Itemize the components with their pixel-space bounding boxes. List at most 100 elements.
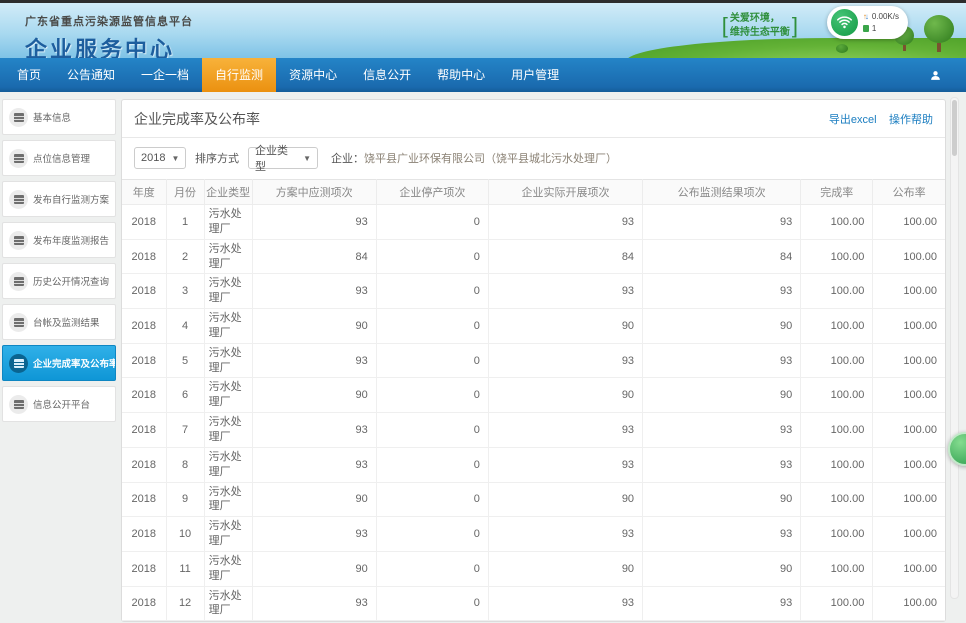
cell-enterprise-type: 污水处理厂 bbox=[203, 308, 253, 344]
sidebar-item-basic-info[interactable]: 基本信息 bbox=[2, 99, 116, 135]
cell-planned-items: 93 bbox=[251, 446, 377, 483]
sidebar-item-annual-monitoring-report[interactable]: 发布年度监测报告 bbox=[2, 222, 116, 258]
cell-published-items: 93 bbox=[642, 516, 802, 552]
export-excel-link[interactable]: 导出excel bbox=[828, 114, 877, 126]
calendar-icon bbox=[9, 189, 28, 209]
table-row: 2018 4 污水处理厂 90 0 90 90 100.00 100.00 bbox=[122, 308, 945, 344]
cell-year: 2018 bbox=[122, 446, 167, 483]
content-area: 基本信息 点位信息管理 发布自行监测方案 发布年度监测报告 历史公开情况查询 台… bbox=[0, 92, 966, 623]
cell-enterprise-type: 污水处理厂 bbox=[203, 273, 253, 310]
nav-item-announcements[interactable]: 公告通知 bbox=[67, 68, 116, 82]
sidebar-item-ledger-and-results[interactable]: 台帐及监测结果 bbox=[2, 304, 116, 340]
cell-actual-items: 93 bbox=[487, 585, 644, 622]
cell-planned-items: 90 bbox=[251, 308, 377, 344]
nav-item-home[interactable]: 首页 bbox=[17, 68, 42, 82]
table-row: 2018 1 污水处理厂 93 0 93 93 100.00 100.00 bbox=[122, 204, 945, 240]
column-header-enterprise-type: 企业类型 bbox=[203, 179, 253, 205]
cell-completion-rate: 100.00 bbox=[800, 481, 874, 518]
cell-actual-items: 93 bbox=[487, 273, 644, 310]
cell-completion-rate: 100.00 bbox=[800, 377, 874, 414]
cell-year: 2018 bbox=[122, 412, 167, 448]
network-speed-widget[interactable]: ↑↓ 0.00K/s 1 bbox=[826, 6, 908, 39]
operation-help-link[interactable]: 操作帮助 bbox=[889, 114, 933, 126]
scrollbar-thumb[interactable] bbox=[952, 100, 957, 156]
sidebar-item-label: 点位信息管理 bbox=[33, 154, 91, 165]
cell-publication-rate: 100.00 bbox=[872, 204, 945, 240]
cell-completion-rate: 100.00 bbox=[800, 585, 874, 622]
table-row: 2018 6 污水处理厂 90 0 90 90 100.00 100.00 bbox=[122, 377, 945, 414]
cell-year: 2018 bbox=[122, 273, 167, 310]
cell-actual-items: 93 bbox=[487, 516, 644, 552]
cell-shutdown-items: 0 bbox=[375, 585, 489, 622]
table-row: 2018 10 污水处理厂 93 0 93 93 100.00 100.00 bbox=[122, 516, 945, 552]
net-speed-value: 0.00K/s bbox=[871, 11, 899, 21]
user-account-icon[interactable] bbox=[929, 58, 942, 92]
banner-nature-scene: [ 关爱环境， 维持生态平衡 ] ↑↓ 0.00K/s bbox=[626, 3, 966, 58]
cell-planned-items: 93 bbox=[251, 516, 377, 552]
cell-publication-rate: 100.00 bbox=[872, 412, 945, 448]
enterprise-info: 企业：饶平县广业环保有限公司（饶平县城北污水处理厂） bbox=[331, 150, 617, 166]
cell-shutdown-items: 0 bbox=[375, 446, 489, 483]
table-row: 2018 9 污水处理厂 90 0 90 90 100.00 100.00 bbox=[122, 481, 945, 518]
browser-top-strip bbox=[0, 0, 966, 3]
enterprise-label: 企业： bbox=[331, 153, 364, 165]
slogan-bracket-right: ] bbox=[791, 12, 798, 38]
column-header-completion-rate: 完成率 bbox=[800, 179, 874, 205]
cell-month: 8 bbox=[165, 446, 205, 483]
cell-month: 4 bbox=[165, 308, 205, 344]
sidebar-item-completion-rate[interactable]: 企业完成率及公布率 bbox=[2, 345, 116, 381]
sidebar-item-history-disclosure-query[interactable]: 历史公开情况查询 bbox=[2, 263, 116, 299]
cell-shutdown-items: 0 bbox=[375, 550, 489, 587]
cell-published-items: 90 bbox=[642, 377, 802, 414]
table-body: 2018 1 污水处理厂 93 0 93 93 100.00 100.00 20… bbox=[122, 204, 945, 622]
cell-enterprise-type: 污水处理厂 bbox=[203, 550, 253, 587]
sidebar-item-info-disclosure-platform[interactable]: 信息公开平台 bbox=[2, 386, 116, 422]
calendar-icon bbox=[9, 394, 28, 414]
column-header-year: 年度 bbox=[122, 179, 167, 205]
cell-completion-rate: 100.00 bbox=[800, 308, 874, 344]
panel-header: 企业完成率及公布率 导出excel 操作帮助 bbox=[122, 100, 945, 138]
cell-enterprise-type: 污水处理厂 bbox=[203, 516, 253, 552]
cell-planned-items: 90 bbox=[251, 377, 377, 414]
cell-year: 2018 bbox=[122, 238, 167, 275]
nav-item-info-disclosure[interactable]: 信息公开 bbox=[363, 68, 412, 82]
sidebar-item-point-info-management[interactable]: 点位信息管理 bbox=[2, 140, 116, 176]
cell-year: 2018 bbox=[122, 585, 167, 622]
cell-actual-items: 93 bbox=[487, 342, 644, 379]
wifi-icon bbox=[830, 9, 858, 36]
cell-published-items: 93 bbox=[642, 446, 802, 483]
cell-enterprise-type: 污水处理厂 bbox=[203, 377, 253, 414]
cell-shutdown-items: 0 bbox=[375, 342, 489, 379]
task-icon bbox=[862, 24, 869, 32]
cell-enterprise-type: 污水处理厂 bbox=[203, 481, 253, 518]
nav-item-self-monitoring[interactable]: 自行监测 bbox=[202, 58, 277, 92]
cell-publication-rate: 100.00 bbox=[872, 308, 945, 344]
sidebar-item-publish-monitoring-plan[interactable]: 发布自行监测方案 bbox=[2, 181, 116, 217]
nav-item-one-enterprise-one-file[interactable]: 一企一档 bbox=[141, 68, 190, 82]
cell-actual-items: 90 bbox=[487, 550, 644, 587]
tree-graphic bbox=[924, 15, 954, 52]
column-header-publication-rate: 公布率 bbox=[872, 179, 945, 205]
cell-month: 2 bbox=[165, 238, 205, 275]
cell-year: 2018 bbox=[122, 308, 167, 344]
cell-month: 12 bbox=[165, 585, 205, 622]
shrub-graphic bbox=[836, 44, 848, 53]
cell-month: 3 bbox=[165, 273, 205, 310]
sort-type-select[interactable]: 企业类型 ▼ bbox=[248, 145, 318, 173]
nav-item-resource-center[interactable]: 资源中心 bbox=[289, 68, 338, 82]
nav-item-help-center[interactable]: 帮助中心 bbox=[437, 68, 486, 82]
cell-shutdown-items: 0 bbox=[375, 377, 489, 414]
cell-completion-rate: 100.00 bbox=[800, 204, 874, 240]
cell-actual-items: 93 bbox=[487, 446, 644, 483]
cell-published-items: 90 bbox=[642, 308, 802, 344]
year-select[interactable]: 2018 ▼ bbox=[134, 147, 186, 169]
calendar-icon bbox=[9, 312, 28, 332]
cell-planned-items: 93 bbox=[251, 204, 377, 240]
environment-slogan: [ 关爱环境， 维持生态平衡 ] bbox=[722, 12, 798, 39]
table-row: 2018 5 污水处理厂 93 0 93 93 100.00 100.00 bbox=[122, 342, 945, 379]
cell-published-items: 93 bbox=[642, 412, 802, 448]
main-nav: 首页 公告通知 一企一档 自行监测 资源中心 信息公开 帮助中心 用户管理 bbox=[0, 58, 966, 92]
sidebar-item-label: 发布年度监测报告 bbox=[33, 236, 110, 247]
slogan-bracket-left: [ bbox=[721, 12, 728, 38]
nav-item-user-management[interactable]: 用户管理 bbox=[511, 68, 560, 82]
